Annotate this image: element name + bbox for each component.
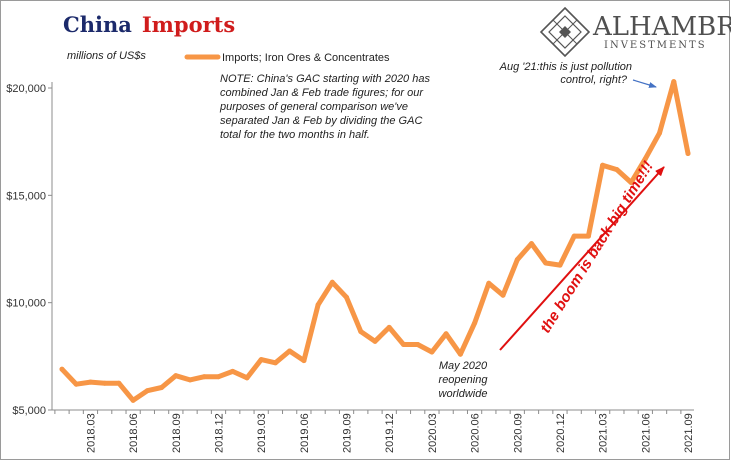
- note-block: NOTE: China's GAC starting with 2020 has…: [219, 73, 430, 141]
- note-line-4: separated Jan & Feb by dividing the GAC: [220, 115, 422, 127]
- data-point: [102, 380, 108, 386]
- data-point: [585, 233, 591, 239]
- may2020-note-line-2: reopening: [439, 374, 489, 386]
- x-tick-label: 2018.09: [171, 413, 183, 453]
- data-point: [557, 262, 563, 268]
- data-point: [571, 233, 577, 239]
- data-point: [429, 349, 435, 355]
- x-tick-label: 2020.03: [427, 413, 439, 453]
- note-line-1: NOTE: China's GAC starting with 2020 has: [220, 73, 430, 85]
- x-tick-label: 2019.12: [384, 413, 396, 453]
- data-point: [642, 156, 648, 162]
- unit-label: millions of US$s: [67, 50, 146, 62]
- data-point: [59, 366, 65, 372]
- x-tick-label: 2018.06: [128, 413, 140, 453]
- data-point: [472, 320, 478, 326]
- x-tick-label: 2018.03: [85, 413, 97, 453]
- data-point: [372, 338, 378, 344]
- data-point: [116, 380, 122, 386]
- x-tick-label: 2019.09: [342, 413, 354, 453]
- data-point: [386, 324, 392, 330]
- y-tick-label: $10,000: [6, 298, 46, 310]
- logo-tagline: INVESTMENTS: [604, 40, 707, 51]
- data-point: [685, 151, 691, 156]
- data-point: [657, 130, 662, 136]
- y-tick-label: $20,000: [6, 83, 46, 95]
- data-point: [500, 292, 506, 298]
- data-point: [159, 385, 165, 390]
- x-tick-label: 2021.03: [598, 413, 610, 453]
- data-point: [130, 397, 136, 403]
- may2020-note-line-1: May 2020: [439, 360, 488, 372]
- data-point: [329, 279, 335, 285]
- data-point: [272, 360, 278, 366]
- boom-arrow: [499, 166, 665, 351]
- aug21-arrow: [632, 79, 657, 88]
- data-point: [258, 357, 264, 363]
- data-point: [600, 162, 606, 168]
- y-tick-label: $5,000: [12, 405, 46, 417]
- data-point: [358, 329, 364, 335]
- x-tick-label: 2020.12: [555, 413, 567, 453]
- legend-label: Imports; Iron Ores & Concentrates: [222, 52, 390, 64]
- data-point: [671, 79, 677, 85]
- chart-title: China Imports: [63, 12, 235, 37]
- data-point: [443, 331, 449, 337]
- data-point: [315, 302, 321, 308]
- alhambra-logo: ALHAMBRA INVESTMENTS: [539, 6, 731, 58]
- data-point: [144, 388, 150, 394]
- x-tick-label: 2019.03: [256, 413, 268, 453]
- data-point: [88, 379, 93, 385]
- may2020-note-line-3: worldwide: [439, 388, 488, 400]
- aug21-note-line-2: control, right?: [560, 74, 628, 86]
- y-tick-label: $15,000: [6, 190, 46, 202]
- data-point: [344, 294, 349, 300]
- x-tick-label: 2018.12: [214, 413, 226, 453]
- series-points: [59, 79, 691, 403]
- x-tick-label: 2020.09: [512, 413, 524, 453]
- data-point: [514, 257, 520, 263]
- data-point: [486, 280, 492, 286]
- data-point: [301, 358, 307, 364]
- data-point: [73, 381, 79, 387]
- data-point: [529, 241, 534, 247]
- note-line-5: total for the two months in half.: [220, 129, 370, 141]
- may2020-annotation: May 2020 reopening worldwide: [439, 360, 489, 400]
- data-point: [230, 368, 236, 374]
- x-axis-ticks: 2018.03 2018.06 2018.09 2018.12 2019.03 2019.…: [54, 410, 695, 453]
- x-tick-label: 2021.06: [640, 413, 652, 453]
- x-tick-label: 2020.06: [470, 413, 482, 453]
- data-point: [173, 373, 179, 379]
- title-part-china: China: [63, 12, 132, 37]
- note-line-2: combined Jan & Feb trade figures; for ou…: [220, 87, 424, 99]
- note-line-3: purposes of general comparison we've: [219, 101, 408, 113]
- data-point: [287, 348, 293, 354]
- data-point: [628, 180, 634, 185]
- data-point: [614, 167, 620, 173]
- legend: Imports; Iron Ores & Concentrates: [184, 52, 390, 64]
- data-point: [415, 342, 421, 347]
- lattice-diamond-icon: [539, 6, 591, 58]
- data-point: [401, 342, 406, 347]
- data-point: [457, 351, 463, 357]
- y-axis-ticks: $5,000 $10,000 $15,000 $20,000: [6, 83, 52, 417]
- data-point: [187, 377, 193, 383]
- x-tick-label: 2021.09: [683, 413, 695, 453]
- aug21-note-line-1: Aug '21:this is just pollution: [499, 61, 632, 73]
- data-point: [216, 374, 221, 380]
- aug21-annotation: Aug '21:this is just pollution control, …: [499, 61, 657, 88]
- data-point: [244, 375, 250, 381]
- data-point: [201, 374, 207, 380]
- title-part-imports: Imports: [142, 12, 235, 37]
- logo-name: ALHAMBRA: [592, 12, 731, 42]
- x-tick-label: 2019.06: [299, 413, 311, 453]
- data-point: [543, 260, 549, 266]
